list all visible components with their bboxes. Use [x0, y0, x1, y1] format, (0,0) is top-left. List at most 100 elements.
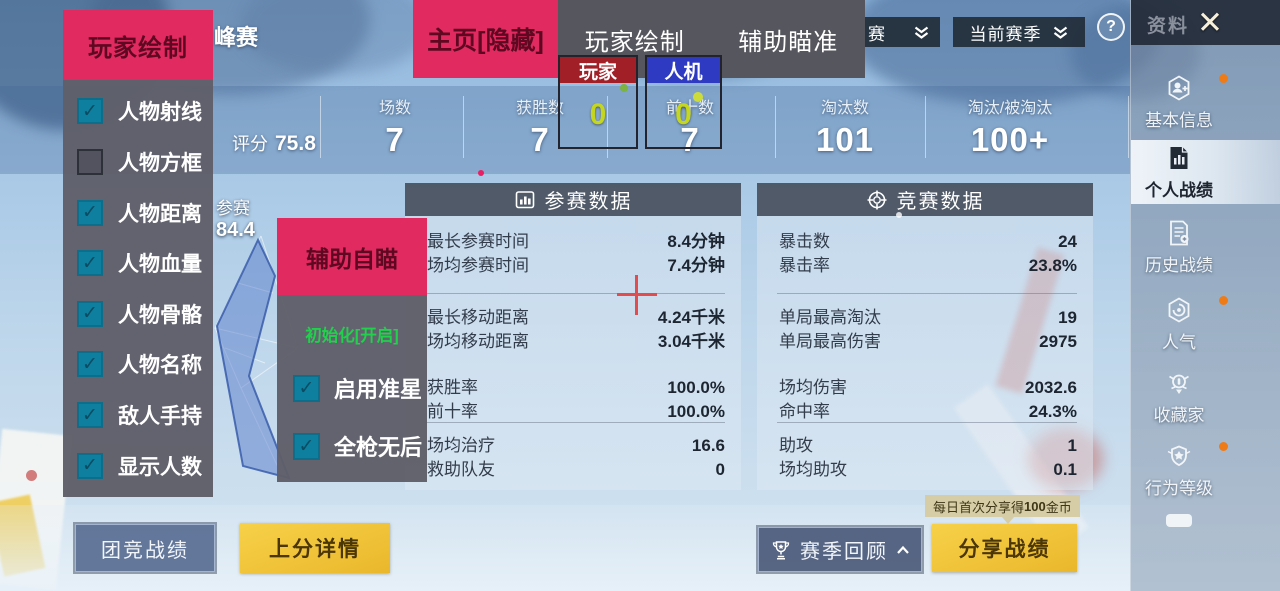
data-row: 场均治疗 16.6 [427, 434, 725, 458]
data-row: 最长移动距离 4.24千米 [427, 306, 725, 330]
esp-item-health[interactable]: 人物血量 [63, 248, 213, 278]
home-hide-label: 主页[隐藏] [427, 27, 544, 55]
sidebar-item-label: 人气 [1162, 332, 1196, 352]
row-label: 救助队友 [427, 460, 495, 479]
stat-divider [463, 96, 464, 158]
tab-label: 玩家绘制 [584, 28, 685, 56]
help-icon[interactable]: ? [1097, 13, 1125, 41]
aimbot-status[interactable]: 初始化[开启] [305, 327, 399, 345]
tab-esp[interactable]: 玩家绘制 [558, 0, 712, 78]
sidebar-item-popularity[interactable]: 人气 [1131, 292, 1280, 356]
data-row: 单局最高伤害 2975 [779, 330, 1077, 354]
aimbot-item-crosshair[interactable]: 启用准星 [277, 372, 427, 404]
collector-icon [1169, 374, 1189, 394]
sidebar-item-label: 行为等级 [1145, 478, 1213, 498]
stat-divider [925, 96, 926, 158]
esp-item-label: 人物射线 [118, 101, 202, 125]
sidebar-item-collector[interactable]: 收藏家 [1131, 365, 1280, 429]
sidebar-item-conduct-level[interactable]: 行为等级 [1131, 438, 1280, 502]
aimbot-item-norecoil[interactable]: 全枪无后 [277, 430, 427, 462]
popularity-icon [1168, 296, 1190, 323]
esp-item-label: 敌人手持 [118, 405, 202, 429]
stat-value: 7 [530, 121, 550, 158]
checkbox-icon[interactable] [77, 250, 103, 277]
bot-counter-header[interactable]: 人机 [647, 57, 720, 83]
mode-dropdown-value: 赛 [868, 24, 885, 44]
rating: 评分 75.8 [232, 130, 316, 156]
sidebar-header: 资料 ✕ [1131, 0, 1280, 45]
esp-item-name[interactable]: 人物名称 [63, 349, 213, 379]
chevron-down-icon [1053, 26, 1067, 39]
bar-chart-icon [515, 190, 534, 208]
esp-item-label: 人物方框 [118, 151, 202, 175]
season-dropdown-value: 当前赛季 [969, 24, 1042, 44]
checkbox-icon[interactable] [77, 148, 103, 175]
data-row: 命中率 24.3% [779, 400, 1077, 424]
esp-item-skeleton[interactable]: 人物骨骼 [63, 299, 213, 329]
rank-details-button[interactable]: 上分详情 [240, 523, 390, 573]
confetti-dot [693, 92, 703, 102]
radar-label: 参赛 [216, 199, 250, 218]
data-row: 救助队友 0 [427, 458, 725, 482]
checkbox-icon[interactable] [77, 98, 103, 125]
stat-divider [320, 96, 321, 158]
stat-value: 100+ [970, 121, 1050, 158]
share-stats-button[interactable]: 分享战绩 [932, 524, 1077, 572]
tab-label: 辅助瞄准 [738, 28, 839, 56]
checkbox-icon[interactable] [77, 402, 103, 429]
tooltip-highlight: 100 [1024, 498, 1046, 514]
row-value: 100.0% [667, 402, 725, 421]
mode-dropdown[interactable]: 赛 [862, 17, 940, 47]
radar-score: 参赛 84.4 [216, 194, 255, 242]
row-label: 最长参赛时间 [427, 232, 529, 251]
tab-aim-assist[interactable]: 辅助瞄准 [712, 0, 866, 78]
stat-label: 场数 [378, 100, 411, 117]
checkbox-icon[interactable] [77, 351, 103, 378]
history-icon [1170, 220, 1189, 245]
notification-badge [1219, 296, 1228, 305]
row-label: 获胜率 [427, 378, 478, 397]
esp-item-playercount[interactable]: 显示人数 [63, 451, 213, 481]
checkbox-icon[interactable] [77, 300, 103, 327]
row-value: 0.1 [1053, 460, 1077, 479]
home-hide-button[interactable]: 主页[隐藏] [413, 0, 558, 78]
sidebar-item-label: 个人战绩 [1145, 180, 1213, 200]
aimbot-panel-title[interactable]: 辅助自瞄 [277, 218, 427, 295]
personal-stats-icon [1170, 146, 1188, 169]
stat-value: 101 [815, 121, 875, 158]
esp-item-box[interactable]: 人物方框 [63, 147, 213, 177]
season-recap-button[interactable]: 赛季回顾 [758, 527, 922, 572]
share-stats-label: 分享战绩 [958, 538, 1051, 561]
row-value: 24.3% [1028, 402, 1077, 421]
sidebar-item-history-stats[interactable]: 历史战绩 [1131, 215, 1280, 279]
season-dropdown[interactable]: 当前赛季 [953, 17, 1085, 47]
radar-value: 84.4 [216, 219, 255, 241]
confetti-dot [896, 212, 902, 218]
esp-item-label: 人物距离 [118, 202, 202, 226]
esp-item-weapon[interactable]: 敌人手持 [63, 400, 213, 430]
aimbot-title-label: 辅助自瞄 [306, 245, 398, 272]
trophy-icon [772, 540, 790, 560]
row-value: 16.6 [691, 436, 725, 455]
competition-data-panel: 竞赛数据 暴击数 24 暴击率 23.8% 单局最高淘汰 19 单局最高伤害 2975 … [757, 183, 1093, 490]
row-label: 助攻 [779, 436, 813, 455]
sidebar-item-personal-stats[interactable]: 个人战绩 [1131, 140, 1280, 204]
player-counter-header[interactable]: 玩家 [560, 57, 636, 83]
row-label: 单局最高伤害 [779, 332, 881, 351]
row-label: 场均参赛时间 [427, 256, 529, 275]
stat-kills: 淘汰数 101 [780, 94, 910, 156]
team-stats-button[interactable]: 团竞战绩 [75, 524, 215, 572]
esp-item-ray[interactable]: 人物射线 [63, 96, 213, 126]
sidebar-item-label: 收藏家 [1153, 405, 1205, 425]
esp-item-distance[interactable]: 人物距离 [63, 198, 213, 228]
close-icon[interactable]: ✕ [1197, 5, 1223, 40]
divider [777, 293, 1077, 294]
rating-label: 评分 [232, 134, 268, 154]
checkbox-icon[interactable] [293, 374, 320, 402]
checkbox-icon[interactable] [77, 452, 103, 479]
sidebar-item-basic-info[interactable]: 基本信息 [1131, 70, 1280, 134]
esp-panel-title[interactable]: 玩家绘制 [63, 10, 213, 80]
checkbox-icon[interactable] [293, 432, 320, 460]
help-glyph: ? [1106, 18, 1116, 35]
checkbox-icon[interactable] [77, 199, 103, 226]
